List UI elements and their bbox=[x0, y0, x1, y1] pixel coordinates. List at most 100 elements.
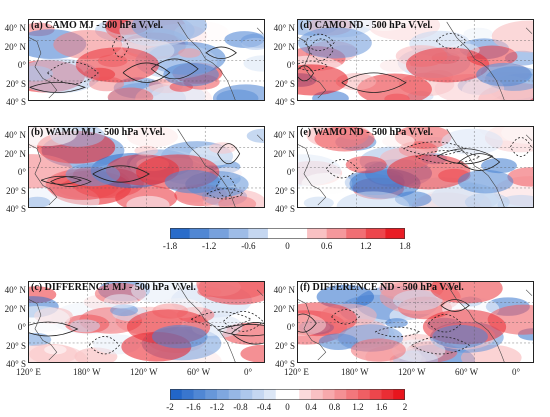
colorbar-tick-label: 1.2 bbox=[352, 402, 364, 412]
colorbar-segment bbox=[307, 228, 328, 239]
latitude-label: 40° S bbox=[6, 204, 26, 214]
latitude-label: 20° S bbox=[275, 78, 295, 89]
latitude-label: 40° S bbox=[6, 97, 26, 107]
colorbar-bottom bbox=[170, 389, 405, 400]
colorbar-segment bbox=[209, 228, 230, 239]
longitude-label: 120° E bbox=[16, 367, 41, 377]
colorbar-segment bbox=[311, 389, 324, 400]
colorbar-segment bbox=[181, 389, 194, 400]
latitude-label: 40° N bbox=[4, 23, 26, 33]
colorbar-tick-label: 1.2 bbox=[360, 241, 372, 251]
longitude-label: 120° E bbox=[284, 367, 309, 377]
latitude-label: 20° S bbox=[6, 78, 26, 89]
colorbar-segment bbox=[369, 389, 382, 400]
latitude-label: 0° bbox=[286, 322, 295, 332]
colorbar-segment bbox=[248, 228, 269, 239]
map-panel-f: (f) DIFFERENCE ND - 500 hPa V.Vel. bbox=[297, 281, 534, 363]
panel-title: (b) WAMO MJ - 500 hPa V.Vel. bbox=[31, 127, 166, 138]
colorbar-tick-label: -1.6 bbox=[186, 402, 201, 412]
colorbar-tick-label: 0.8 bbox=[328, 402, 341, 412]
colorbar-segment bbox=[264, 389, 277, 400]
colorbar-segment bbox=[322, 389, 335, 400]
latitude-label: 20° S bbox=[275, 340, 295, 351]
vertical-velocity-field bbox=[29, 127, 264, 207]
panel-title: (e) WAMO ND - 500 hPa V.Vel. bbox=[300, 127, 433, 138]
colorbar-tick-label: 0 bbox=[285, 241, 290, 251]
colorbar-segment bbox=[365, 228, 386, 239]
colorbar-tick-label: 0 bbox=[285, 402, 290, 412]
colorbar-tick-label: -1.2 bbox=[209, 402, 225, 412]
colorbar-segment bbox=[346, 389, 359, 400]
colorbar-segment bbox=[240, 389, 253, 400]
colorbar-segment bbox=[334, 389, 347, 400]
colorbar-segment bbox=[326, 228, 347, 239]
colorbar-tick-label: -1.2 bbox=[202, 241, 217, 251]
vertical-velocity-field bbox=[29, 282, 264, 362]
vertical-velocity-field bbox=[29, 20, 264, 100]
colorbar-tick-label: -2 bbox=[166, 402, 174, 412]
vertical-velocity-field bbox=[298, 127, 533, 207]
map-panel-a: (a) CAMO MJ - 500 hPa V.Vel. bbox=[28, 19, 265, 101]
colorbar-segment bbox=[385, 228, 405, 239]
colorbar-tick-label: 1.6 bbox=[375, 402, 388, 412]
latitude-label: 40° N bbox=[4, 130, 26, 140]
latitude-label: 40° S bbox=[275, 97, 295, 107]
latitude-label: 40° N bbox=[4, 285, 26, 295]
vertical-velocity-field bbox=[298, 282, 533, 362]
colorbar-segment bbox=[228, 228, 249, 239]
latitude-label: 20° N bbox=[273, 303, 295, 314]
longitude-label: 180° W bbox=[341, 367, 369, 377]
map-panel-d: (d) CAMO ND - 500 hPa V.Vel. bbox=[297, 19, 534, 101]
colorbar-tick-label: -0.6 bbox=[241, 241, 256, 251]
map-panel-e: (e) WAMO ND - 500 hPa V.Vel. bbox=[297, 126, 534, 208]
colorbar-tick-label: 0.6 bbox=[321, 241, 333, 251]
latitude-label: 0° bbox=[286, 60, 295, 70]
longitude-label: 60° W bbox=[455, 367, 479, 377]
colorbar-tick-label: -0.8 bbox=[233, 402, 248, 412]
latitude-label: 0° bbox=[286, 167, 295, 177]
colorbar-segment bbox=[217, 389, 230, 400]
latitude-label: 20° N bbox=[4, 148, 26, 159]
longitude-label: 120° W bbox=[398, 367, 426, 377]
colorbar-tick-label: -0.4 bbox=[256, 402, 272, 412]
panel-title: (a) CAMO MJ - 500 hPa V.Vel. bbox=[31, 20, 164, 31]
colorbar-tick-label: 2 bbox=[402, 402, 408, 412]
colorbar-tick-label: -1.8 bbox=[162, 241, 178, 251]
colorbar-segment bbox=[287, 228, 308, 239]
colorbar-segment bbox=[393, 389, 405, 400]
map-panel-c: (c) DIFFERENCE MJ - 500 hPa V.Vel. bbox=[28, 281, 265, 363]
latitude-label: 0° bbox=[17, 167, 26, 177]
colorbar-segment bbox=[252, 389, 265, 400]
latitude-label: 40° S bbox=[275, 359, 295, 369]
panel-title: (f) DIFFERENCE ND - 500 hPa V.Vel. bbox=[300, 282, 464, 293]
colorbar-segment bbox=[205, 389, 218, 400]
colorbar-tick-label: 0.4 bbox=[305, 402, 317, 412]
panel-title: (d) CAMO ND - 500 hPa V.Vel. bbox=[300, 20, 433, 31]
latitude-label: 20° N bbox=[4, 303, 26, 314]
longitude-label: 0° bbox=[244, 367, 253, 377]
colorbar-segment bbox=[381, 389, 394, 400]
latitude-label: 0° bbox=[17, 322, 26, 332]
latitude-label: 20° S bbox=[275, 185, 295, 196]
colorbar-segment bbox=[346, 228, 367, 239]
latitude-label: 20° N bbox=[4, 41, 26, 52]
colorbar-top bbox=[170, 228, 405, 239]
colorbar-segment bbox=[228, 389, 241, 400]
latitude-label: 40° N bbox=[273, 285, 295, 295]
colorbar-tick-label: 1.8 bbox=[399, 241, 411, 251]
colorbar-segment bbox=[170, 228, 191, 239]
colorbar-segment bbox=[275, 389, 288, 400]
vertical-velocity-field bbox=[298, 20, 533, 100]
latitude-label: 40° S bbox=[6, 359, 26, 369]
colorbar-segment bbox=[299, 389, 312, 400]
latitude-label: 40° N bbox=[273, 130, 295, 140]
longitude-label: 180° W bbox=[73, 367, 101, 377]
longitude-label: 0° bbox=[512, 367, 521, 377]
latitude-label: 20° N bbox=[273, 148, 295, 159]
latitude-label: 40° S bbox=[275, 204, 295, 214]
longitude-label: 60° W bbox=[187, 367, 211, 377]
latitude-label: 20° S bbox=[6, 340, 26, 351]
colorbar-segment bbox=[287, 389, 300, 400]
colorbar-segment bbox=[189, 228, 210, 239]
colorbar-segment bbox=[193, 389, 206, 400]
